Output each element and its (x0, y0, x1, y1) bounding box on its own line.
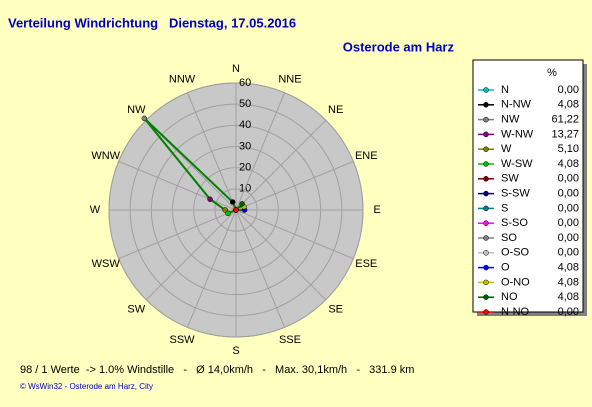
direction-label: SW (127, 304, 145, 316)
legend-value: 4,08 (558, 99, 579, 111)
spoke (186, 92, 237, 211)
legend-name: SW (501, 173, 519, 185)
legend-marker (483, 131, 489, 138)
legend-title: % (547, 67, 557, 79)
legend-name: NO (501, 291, 518, 303)
legend-marker (483, 294, 489, 300)
legend-name: N-NO (501, 306, 530, 318)
legend-name: NW (501, 114, 520, 126)
r-tick-label: 30 (239, 140, 251, 152)
legend-name: W-SW (501, 158, 533, 170)
spoke (235, 209, 327, 301)
direction-label: SSE (279, 334, 301, 346)
spoke (145, 209, 237, 301)
direction-label: WNW (91, 150, 120, 162)
legend-value: 4,08 (558, 291, 579, 303)
direction-label: NNW (169, 74, 196, 86)
legend-value: 0,00 (558, 188, 579, 200)
legend-value: 0,00 (558, 173, 579, 185)
legend-name: O (501, 262, 510, 274)
legend-name: W (501, 143, 512, 155)
legend-name: S-SW (501, 188, 530, 200)
legend-value: 0,00 (558, 247, 579, 259)
legend-marker (483, 161, 489, 167)
direction-label: WSW (92, 258, 121, 270)
wind-point (225, 210, 231, 217)
direction-label: NE (328, 104, 343, 116)
spoke (118, 160, 237, 211)
legend-marker (483, 264, 489, 271)
wind-point (141, 115, 148, 122)
legend-name: N-NW (501, 99, 532, 111)
legend-marker (483, 205, 489, 212)
spoke (235, 119, 327, 211)
legend-name: O-SO (501, 247, 530, 259)
legend-value: 4,08 (558, 158, 579, 170)
r-tick-label: 60 (239, 77, 251, 89)
copyright: © WsWin32 - Osterode am Harz, City (20, 382, 153, 391)
footer: 98 / 1 Werte -> 1.0% Windstille - Ø 14,0… (20, 364, 414, 376)
legend-name: S-SO (501, 217, 528, 229)
direction-label: N (232, 63, 240, 75)
legend-marker (483, 176, 489, 182)
spoke (118, 209, 237, 260)
direction-label: ESE (355, 258, 377, 270)
legend-value: 0,00 (558, 202, 579, 214)
direction-label: W (90, 204, 101, 216)
direction-label: NNE (278, 74, 301, 86)
legend-value: 0,00 (558, 84, 579, 96)
legend-name: SO (501, 232, 517, 244)
direction-label: SE (328, 304, 343, 316)
subtitle: Osterode am Harz (343, 39, 455, 54)
legend-marker (483, 309, 489, 315)
wind-point (233, 207, 239, 213)
spoke (235, 209, 286, 328)
legend-marker (483, 146, 489, 152)
spoke (235, 160, 354, 211)
legend-marker (483, 87, 489, 93)
legend-box (472, 59, 584, 313)
spoke (235, 209, 354, 260)
legend-marker (483, 102, 489, 108)
legend-marker (483, 116, 489, 123)
spoke (186, 209, 237, 328)
legend-value: 4,08 (558, 262, 579, 274)
direction-label: E (373, 204, 380, 216)
direction-label: NW (127, 104, 146, 116)
r-tick-label: 20 (239, 162, 251, 174)
legend-marker (483, 190, 489, 197)
wind-point (229, 199, 236, 205)
legend-name: W-NW (501, 128, 534, 140)
direction-label: ENE (355, 150, 378, 162)
legend-value: 0,00 (558, 306, 579, 318)
r-tick-label: 50 (239, 98, 251, 110)
legend-value: 0,00 (558, 232, 579, 244)
direction-label: SSW (170, 334, 196, 346)
legend-value: 61,22 (551, 114, 579, 126)
legend-name: O-NO (501, 276, 530, 288)
legend-value: 5,10 (558, 143, 579, 155)
legend-marker (483, 220, 489, 226)
legend-marker (483, 250, 489, 256)
legend-name: N (501, 84, 509, 96)
legend-marker (483, 279, 489, 286)
legend-value: 13,27 (551, 128, 579, 140)
title: Verteilung Windrichtung Dienstag, 17.05.… (8, 15, 296, 30)
wind-point (239, 201, 245, 207)
r-tick-label: 40 (239, 119, 251, 131)
legend-value: 0,00 (558, 217, 579, 229)
spoke (235, 92, 286, 211)
legend-name: S (501, 202, 508, 214)
wind-point (207, 196, 213, 203)
legend-value: 4,08 (558, 276, 579, 288)
legend-marker (483, 235, 489, 241)
direction-label: S (232, 345, 239, 357)
